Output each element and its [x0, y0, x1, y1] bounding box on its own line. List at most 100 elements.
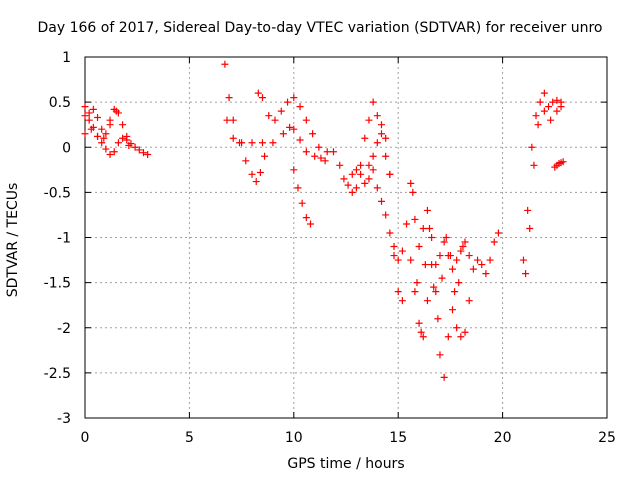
data-point	[459, 243, 467, 251]
data-point	[102, 145, 110, 153]
data-point	[415, 319, 423, 327]
data-point	[478, 261, 486, 269]
data-point	[474, 256, 482, 264]
series-track-c	[81, 103, 120, 142]
data-point	[457, 333, 465, 341]
data-point	[302, 116, 310, 124]
data-point	[482, 270, 490, 278]
data-point	[311, 152, 319, 160]
y-tick-label: -0.5	[44, 185, 71, 201]
data-point	[426, 224, 434, 232]
data-point	[390, 252, 398, 260]
data-point	[94, 113, 102, 121]
grid	[85, 57, 607, 418]
data-point	[540, 107, 548, 115]
data-point	[522, 270, 530, 278]
series-track-m	[409, 188, 467, 336]
data-point	[444, 333, 452, 341]
data-point	[455, 279, 463, 287]
x-tick-label: 20	[494, 430, 512, 446]
data-point	[229, 116, 237, 124]
data-point	[409, 188, 417, 196]
data-point	[486, 256, 494, 264]
data-point	[252, 178, 260, 186]
data-point	[98, 125, 106, 133]
x-tick-label: 10	[285, 430, 303, 446]
series-track-f	[254, 89, 329, 165]
data-point	[465, 297, 473, 305]
data-point	[89, 105, 97, 113]
data-point	[382, 211, 390, 219]
x-tick-label: 5	[185, 430, 194, 446]
data-point	[532, 112, 540, 120]
data-point	[221, 60, 229, 68]
data-point	[490, 238, 498, 246]
data-point	[398, 247, 406, 255]
data-point	[344, 181, 352, 189]
y-axis-label: SDTVAR / TECUs	[5, 182, 21, 298]
data-point	[536, 98, 544, 106]
series-track-o	[522, 103, 565, 278]
data-point	[286, 123, 294, 131]
data-point	[302, 148, 310, 156]
data-point	[448, 265, 456, 273]
data-point	[461, 328, 469, 336]
data-point	[290, 166, 298, 174]
data-point	[390, 243, 398, 251]
series-track-j	[365, 121, 406, 305]
data-point	[139, 149, 147, 157]
data-point	[430, 283, 438, 291]
data-point	[258, 139, 266, 147]
data-point	[85, 109, 93, 117]
data-point	[229, 134, 237, 142]
y-tick-label: 1	[62, 50, 71, 66]
data-point	[386, 170, 394, 178]
data-point	[461, 238, 469, 246]
data-point	[123, 132, 131, 140]
data-point	[428, 234, 436, 241]
data-point	[98, 139, 106, 147]
data-point	[112, 107, 120, 115]
data-point	[369, 152, 377, 160]
data-point	[394, 256, 402, 264]
data-point	[553, 96, 561, 104]
data-point	[446, 252, 454, 260]
data-point	[559, 158, 567, 166]
data-point	[309, 130, 317, 138]
data-point	[448, 306, 456, 314]
data-point	[290, 125, 298, 133]
data-point	[284, 98, 292, 106]
data-point	[261, 152, 269, 160]
data-point	[394, 288, 402, 296]
data-point	[225, 94, 233, 102]
data-point	[361, 179, 369, 187]
data-point	[87, 125, 95, 133]
data-point	[135, 146, 143, 154]
data-point	[553, 107, 561, 115]
data-point	[100, 134, 108, 142]
x-tick-label: 25	[598, 430, 616, 446]
series-track-n	[519, 89, 565, 264]
y-tick-label: 0.5	[49, 95, 71, 111]
data-point	[144, 150, 152, 158]
data-point	[453, 256, 461, 264]
data-point	[423, 206, 431, 214]
data-point	[417, 328, 425, 336]
x-tick-label: 15	[389, 430, 407, 446]
y-tick-label: -2.5	[44, 366, 71, 382]
data-point	[365, 175, 373, 183]
series-track-g	[290, 166, 315, 228]
data-point	[415, 243, 423, 251]
data-point	[465, 252, 473, 260]
data-point	[419, 224, 427, 232]
data-point	[369, 98, 377, 106]
data-point	[373, 112, 381, 120]
data-point	[407, 256, 415, 264]
data-point	[94, 132, 102, 140]
data-point	[340, 175, 348, 183]
y-tick-label: -1.5	[44, 276, 71, 292]
data-point	[369, 166, 377, 174]
data-point	[440, 238, 448, 246]
data-point	[321, 157, 329, 165]
chart-title: Day 166 of 2017, Sidereal Day-to-day VTE…	[37, 20, 603, 36]
